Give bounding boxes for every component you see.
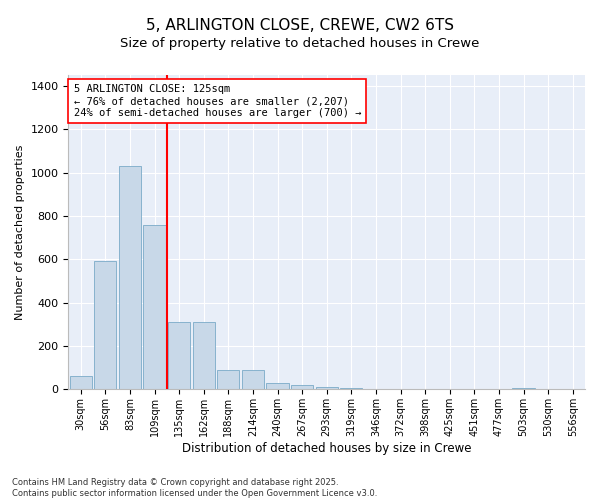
Bar: [193, 322, 215, 390]
Text: Size of property relative to detached houses in Crewe: Size of property relative to detached ho…: [121, 38, 479, 51]
Bar: [242, 370, 264, 390]
Bar: [119, 166, 141, 390]
Bar: [316, 388, 338, 390]
Bar: [70, 376, 92, 390]
Bar: [143, 224, 166, 390]
Bar: [94, 262, 116, 390]
Bar: [168, 322, 190, 390]
Bar: [512, 388, 535, 390]
X-axis label: Distribution of detached houses by size in Crewe: Distribution of detached houses by size …: [182, 442, 472, 455]
Y-axis label: Number of detached properties: Number of detached properties: [15, 144, 25, 320]
Bar: [291, 385, 313, 390]
Text: 5, ARLINGTON CLOSE, CREWE, CW2 6TS: 5, ARLINGTON CLOSE, CREWE, CW2 6TS: [146, 18, 454, 32]
Text: 5 ARLINGTON CLOSE: 125sqm
← 76% of detached houses are smaller (2,207)
24% of se: 5 ARLINGTON CLOSE: 125sqm ← 76% of detac…: [74, 84, 361, 117]
Bar: [266, 383, 289, 390]
Bar: [340, 388, 362, 390]
Bar: [217, 370, 239, 390]
Text: Contains HM Land Registry data © Crown copyright and database right 2025.
Contai: Contains HM Land Registry data © Crown c…: [12, 478, 377, 498]
